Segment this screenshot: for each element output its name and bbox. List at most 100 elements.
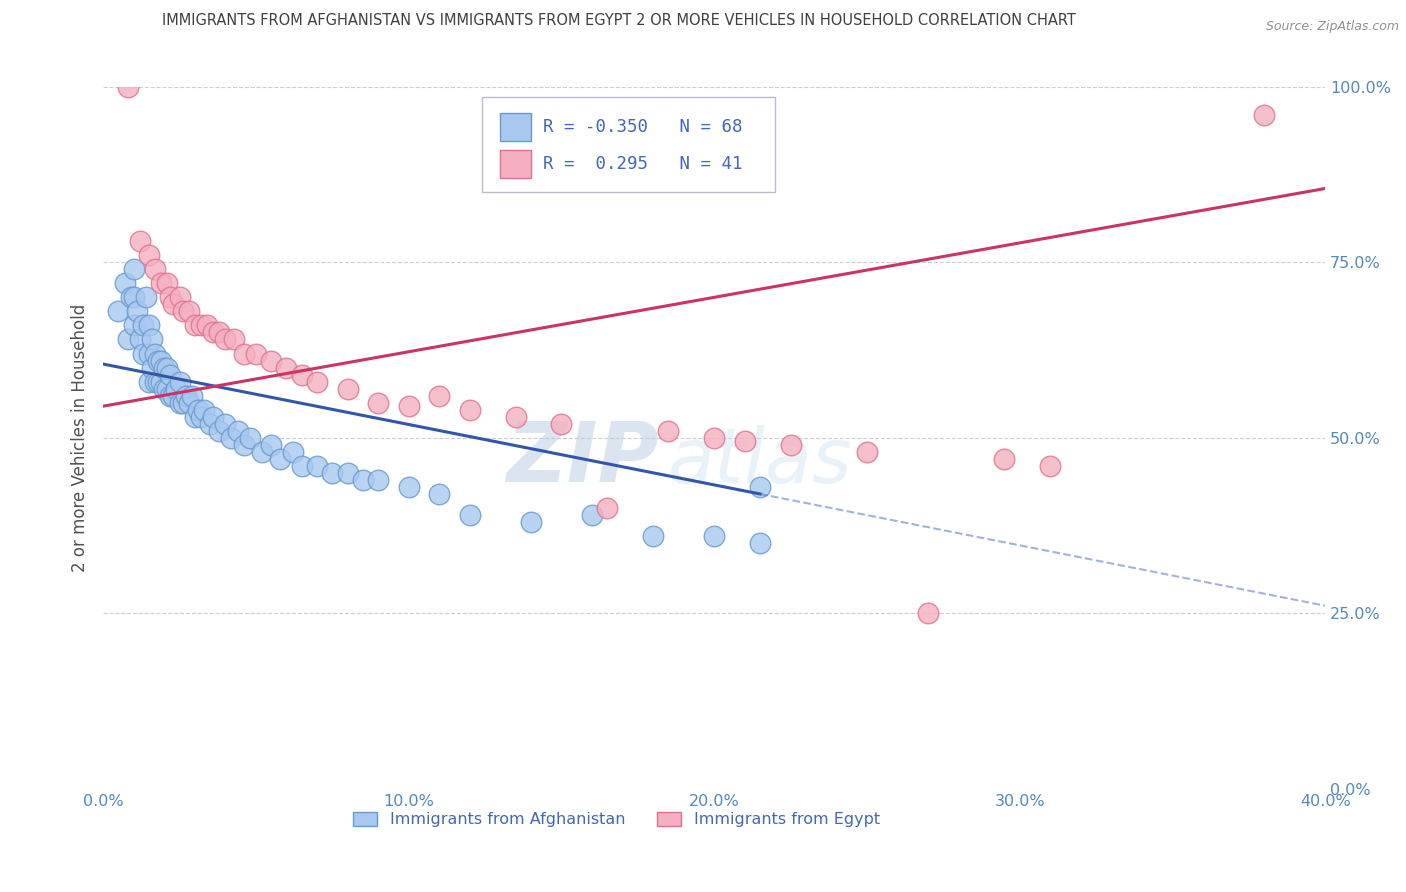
Point (143, 375, 166, 389)
Point (232, 438, 254, 452)
Point (122, 318, 145, 333)
Point (156, 382, 179, 396)
Point (153, 360, 176, 375)
Point (245, 346, 267, 360)
Point (749, 480, 772, 494)
Point (398, 480, 420, 494)
Point (193, 402, 215, 417)
Point (232, 346, 254, 360)
Point (703, 431, 725, 445)
Point (202, 326, 225, 340)
Point (250, 445, 273, 459)
Text: IMMIGRANTS FROM AFGHANISTAN VS IMMIGRANTS FROM EGYPT 2 OR MORE VEHICLES IN HOUSE: IMMIGRANTS FROM AFGHANISTAN VS IMMIGRANT… (162, 13, 1076, 29)
Point (505, 409, 527, 424)
Point (1039, 458, 1062, 473)
Legend: Immigrants from Afghanistan, Immigrants from Egypt: Immigrants from Afghanistan, Immigrants … (346, 805, 886, 833)
Point (120, 290, 142, 304)
Point (107, 304, 129, 318)
Text: R =  0.295   N = 41: R = 0.295 N = 41 (543, 155, 742, 173)
Point (596, 501, 619, 516)
Point (162, 297, 184, 311)
Point (146, 353, 169, 368)
Point (135, 290, 157, 304)
Point (150, 375, 173, 389)
Point (367, 395, 389, 409)
Point (172, 395, 194, 409)
Point (917, 607, 939, 621)
Point (427, 389, 450, 403)
Point (520, 515, 543, 529)
Point (190, 409, 212, 424)
Point (239, 431, 262, 445)
Point (138, 375, 160, 389)
Point (195, 318, 218, 333)
Point (352, 473, 374, 487)
Point (174, 389, 197, 403)
Point (169, 395, 191, 409)
Point (321, 466, 343, 480)
Point (172, 304, 194, 318)
Point (458, 508, 481, 522)
Bar (501, 150, 531, 178)
Point (993, 451, 1015, 466)
Point (132, 318, 155, 333)
Point (159, 290, 181, 304)
Point (226, 424, 249, 438)
Point (150, 277, 173, 291)
Text: Source: ZipAtlas.com: Source: ZipAtlas.com (1265, 20, 1399, 33)
Point (138, 248, 160, 262)
Point (336, 382, 359, 396)
Point (117, 79, 139, 94)
Point (208, 326, 231, 340)
Point (138, 318, 160, 333)
Point (1253, 108, 1275, 122)
Point (132, 346, 155, 360)
Point (117, 333, 139, 347)
Point (153, 382, 176, 396)
Point (169, 375, 191, 389)
Point (276, 360, 298, 375)
Point (146, 375, 169, 389)
Point (214, 417, 236, 431)
Point (125, 304, 148, 318)
Point (734, 434, 756, 449)
Point (214, 333, 236, 347)
FancyBboxPatch shape (482, 97, 775, 192)
Point (458, 402, 481, 417)
Point (114, 277, 136, 291)
Point (180, 389, 202, 403)
Point (398, 399, 420, 413)
Point (122, 262, 145, 277)
Point (138, 346, 160, 360)
Point (367, 473, 389, 487)
Point (269, 451, 291, 466)
Point (143, 346, 166, 360)
Point (260, 353, 283, 368)
Point (281, 445, 304, 459)
Point (224, 333, 246, 347)
Point (305, 458, 328, 473)
Point (190, 318, 212, 333)
Point (165, 382, 187, 396)
Point (159, 368, 181, 382)
Point (208, 424, 231, 438)
Bar (501, 112, 531, 141)
Text: ZIP: ZIP (506, 418, 659, 500)
Point (159, 389, 181, 403)
Point (291, 368, 314, 382)
Point (641, 529, 664, 543)
Point (177, 304, 200, 318)
Point (128, 234, 150, 248)
Point (581, 508, 603, 522)
Point (122, 290, 145, 304)
Point (260, 438, 283, 452)
Point (703, 529, 725, 543)
Point (141, 333, 163, 347)
Y-axis label: 2 or more Vehicles in Household: 2 or more Vehicles in Household (72, 303, 89, 572)
Point (657, 424, 679, 438)
Point (162, 389, 184, 403)
Point (143, 262, 166, 277)
Point (198, 417, 221, 431)
Point (779, 438, 801, 452)
Text: atlas: atlas (668, 425, 852, 500)
